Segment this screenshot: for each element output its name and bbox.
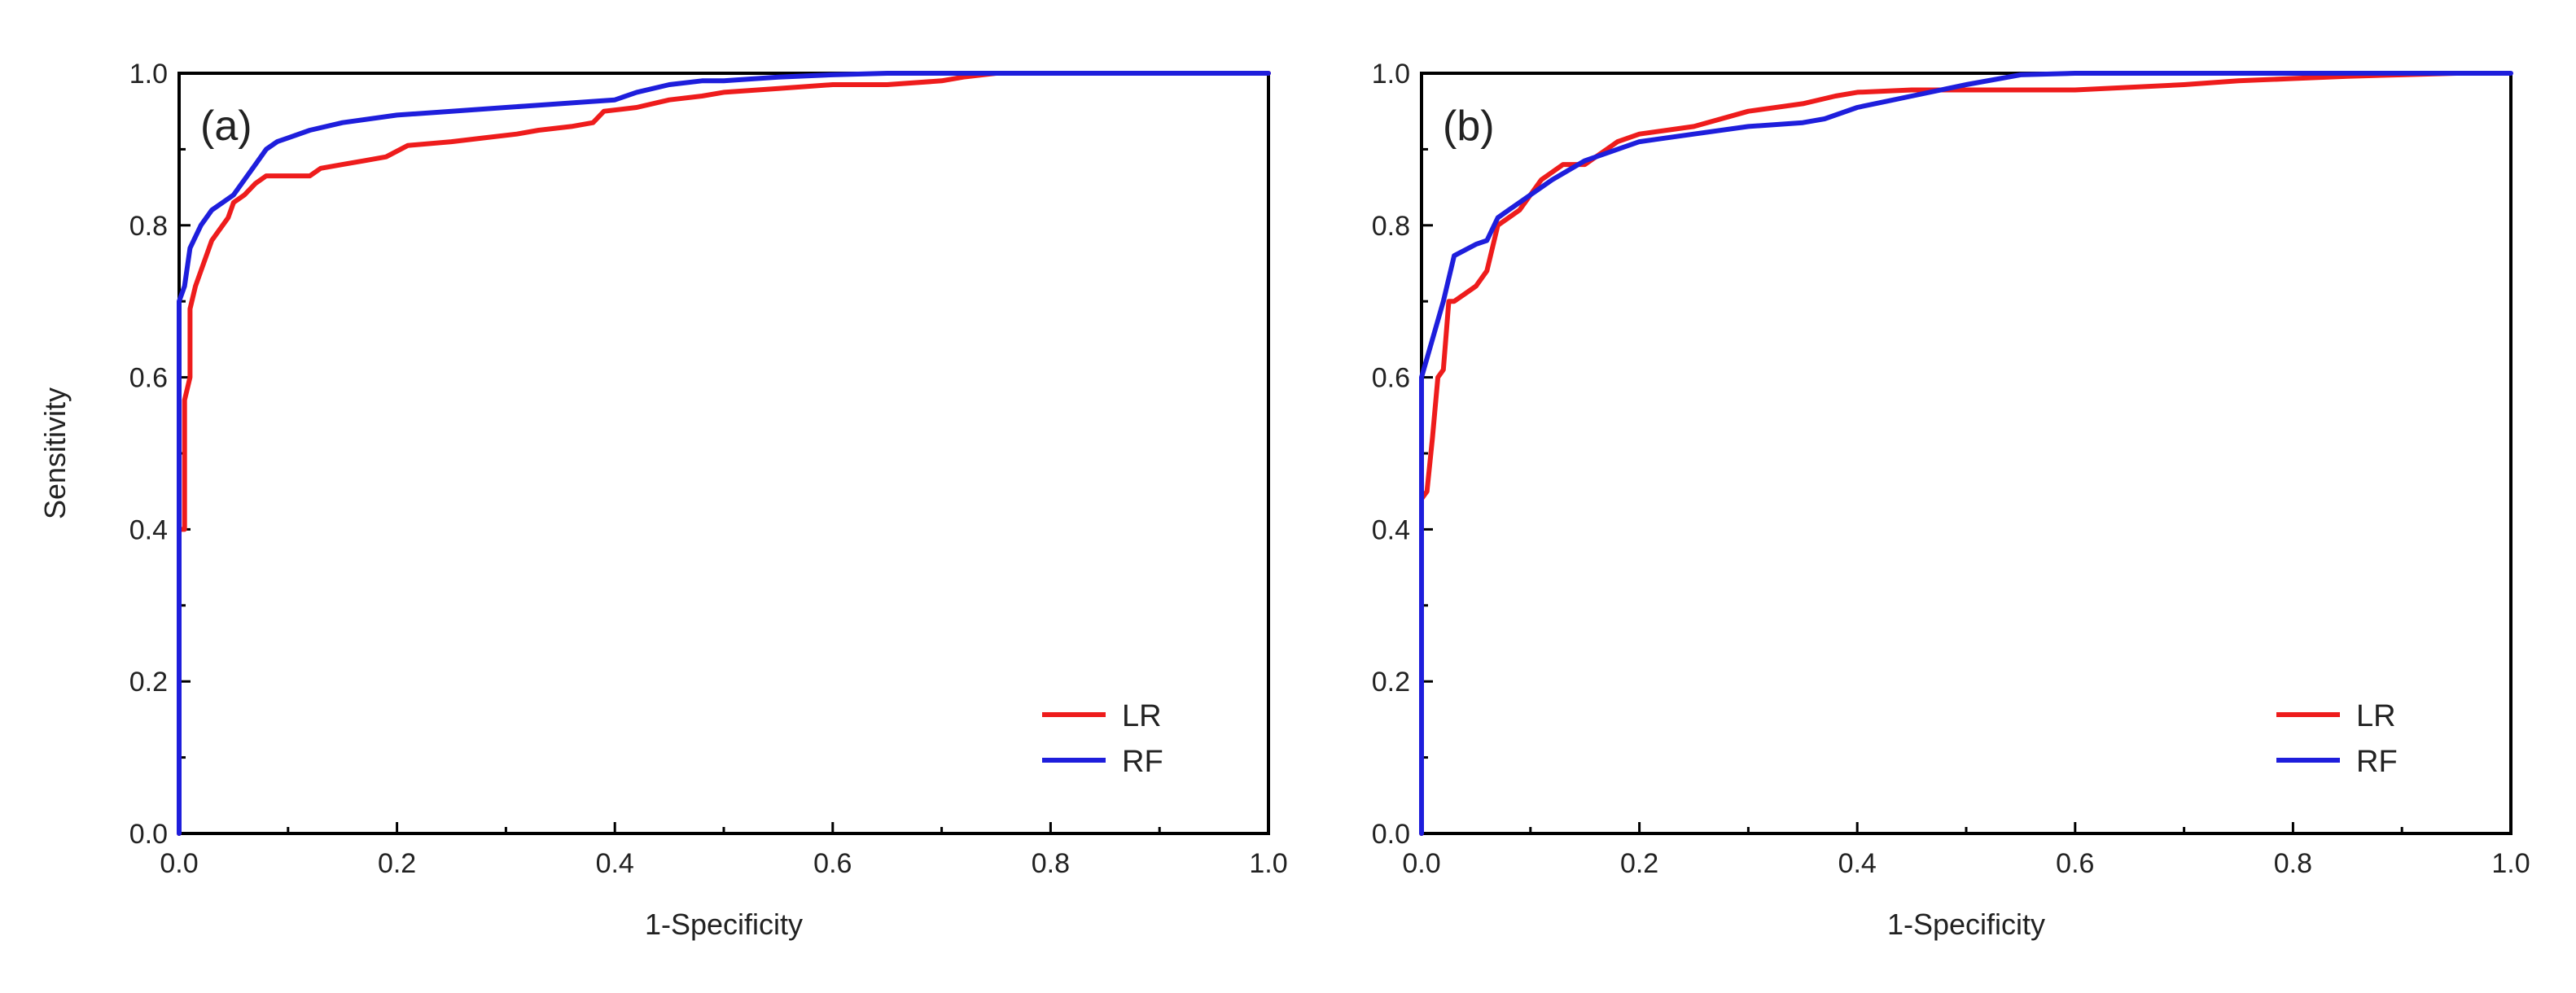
panel-a-label: (a)	[200, 103, 252, 150]
panel-a-y-tick-label-5: 1.0	[129, 59, 168, 90]
panel-a-x-tick-label-4: 0.8	[1032, 848, 1070, 879]
panel-a: 0.0 0.2 0.4 0.6 0.8 1.0 0.0 0.2 0.4 0.6 0.8 1.0 (a)…	[38, 59, 1288, 941]
panel-a-x-tick-label-3: 0.6	[813, 848, 852, 879]
panel-b-ticks: 0.0 0.2 0.4 0.6 0.8 1.0 0.0 0.2 0.4 0.6 0.8 1.0	[1372, 59, 2530, 879]
panel-a-x-tick-label-0: 0.0	[160, 848, 198, 879]
panel-a-y-tick-label-3: 0.6	[129, 363, 168, 394]
panel-a-curve-lr	[177, 71, 1271, 836]
panel-a-x-tick-label-1: 0.2	[378, 848, 416, 879]
panel-a-legend-label-rf: RF	[1122, 745, 1163, 779]
panel-b-y-tick-label-5: 1.0	[1372, 59, 1410, 90]
panel-a-x-axis-title: 1-Specificity	[645, 908, 803, 941]
panel-b-x-axis-title: 1-Specificity	[1887, 908, 2045, 941]
panel-a-legend-label-lr: LR	[1122, 699, 1162, 733]
panel-b-x-tick-label-4: 0.8	[2274, 848, 2312, 879]
panel-a-x-tick-label-5: 1.0	[1249, 848, 1287, 879]
panel-a-legend: LR RF	[1042, 699, 1163, 779]
panel-a-x-tick-label-2: 0.4	[596, 848, 634, 879]
panel-b-legend: LR RF	[2276, 699, 2398, 779]
panel-a-y-tick-label-1: 0.2	[129, 667, 168, 698]
panel-b-legend-label-lr: LR	[2356, 699, 2396, 733]
panel-b-x-tick-label-5: 1.0	[2491, 848, 2530, 879]
panel-b-x-tick-label-2: 0.4	[1838, 848, 1877, 879]
panel-b-y-tick-label-1: 0.2	[1372, 667, 1410, 698]
panel-a-curves	[177, 71, 1271, 836]
panel-a-curve-rf	[177, 71, 1271, 836]
panel-a-y-tick-label-2: 0.4	[129, 514, 168, 545]
panel-b-curve-rf	[1419, 71, 2513, 836]
panel-a-y-tick-label-4: 0.8	[129, 211, 168, 242]
panel-b: 0.0 0.2 0.4 0.6 0.8 1.0 0.0 0.2 0.4 0.6 0.8 1.0 (b)…	[1372, 59, 2530, 941]
panel-b-x-tick-label-1: 0.2	[1620, 848, 1658, 879]
panel-b-legend-label-rf: RF	[2356, 745, 2398, 779]
panel-b-label: (b)	[1443, 103, 1495, 150]
panel-a-y-tick-label-0: 0.0	[129, 819, 168, 850]
panel-b-curve-lr	[1419, 71, 2460, 836]
panel-a-y-axis-title: Sensitivity	[38, 387, 72, 519]
panel-a-ticks: 0.0 0.2 0.4 0.6 0.8 1.0 0.0 0.2 0.4 0.6 0.8 1.0	[129, 59, 1288, 879]
panel-b-x-tick-label-3: 0.6	[2056, 848, 2094, 879]
panel-b-curves	[1419, 71, 2513, 836]
panel-b-y-tick-label-3: 0.6	[1372, 363, 1410, 394]
panel-b-y-tick-label-0: 0.0	[1372, 819, 1410, 850]
panel-b-y-tick-label-4: 0.8	[1372, 211, 1410, 242]
panel-b-y-tick-label-2: 0.4	[1372, 514, 1410, 545]
panel-b-x-tick-label-0: 0.0	[1402, 848, 1440, 879]
